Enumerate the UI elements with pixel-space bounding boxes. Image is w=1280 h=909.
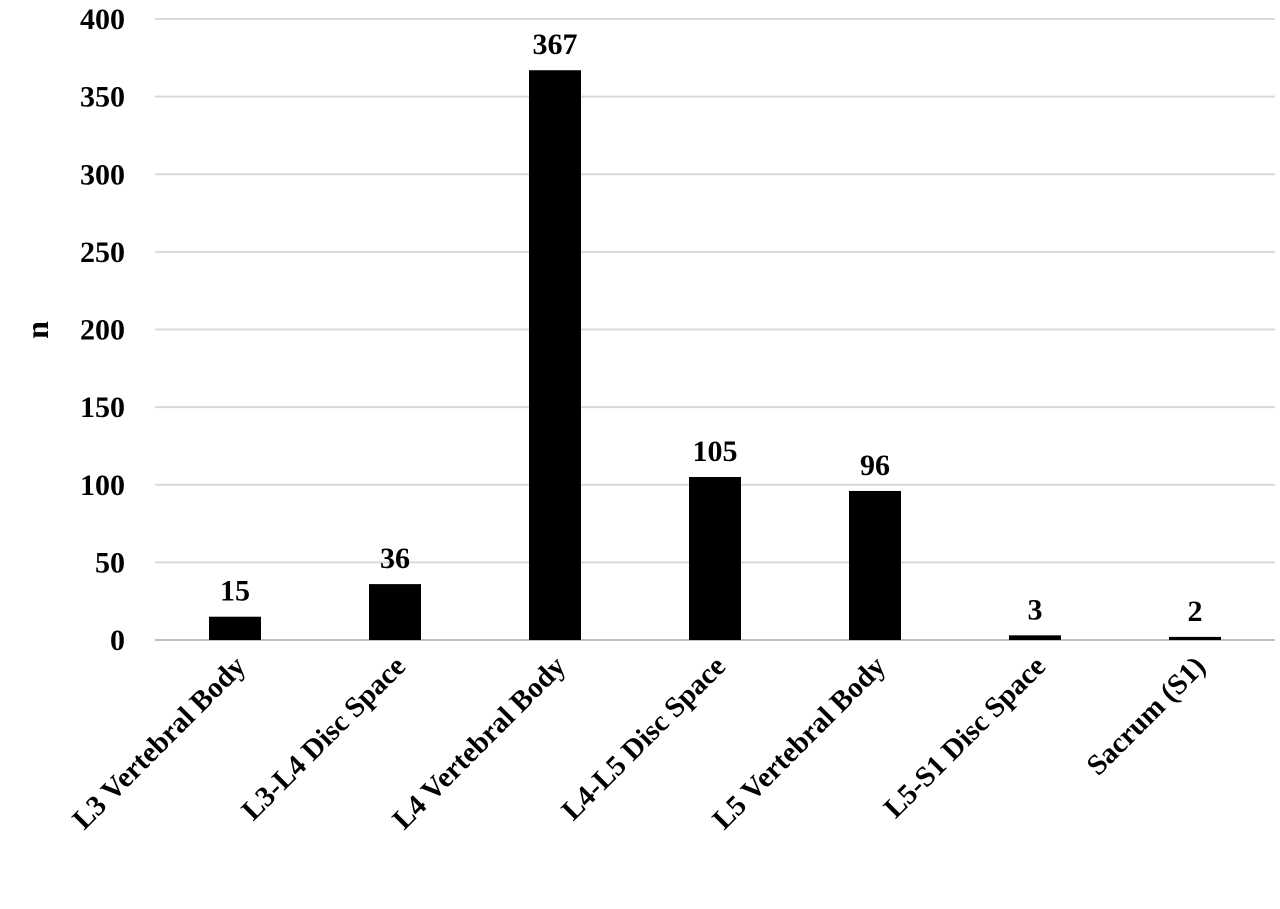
category-label: L3-L4 Disc Space: [236, 650, 413, 827]
bar: [369, 584, 421, 640]
bar: [1169, 636, 1221, 640]
category-label: L4 Vertebral Body: [386, 650, 572, 836]
data-label: 367: [533, 28, 578, 61]
data-label: 36: [380, 542, 410, 575]
y-tick-label: 300: [80, 158, 125, 191]
y-tick-label: 100: [80, 469, 125, 502]
bar: [849, 490, 901, 640]
y-tick-label: 200: [80, 314, 125, 347]
bar: [689, 476, 741, 640]
y-tick-label: 150: [80, 391, 125, 424]
data-label: 2: [1188, 595, 1203, 628]
y-tick-label: 50: [95, 546, 125, 579]
data-label: 15: [220, 575, 250, 608]
data-labels: 15 36 367 105 96 3 2: [220, 28, 1203, 628]
category-label: L4-L5 Disc Space: [556, 650, 733, 827]
category-label: Sacrum (S1): [1081, 650, 1212, 781]
category-label: L3 Vertebral Body: [66, 650, 252, 836]
bar: [209, 616, 261, 640]
bar: [1009, 635, 1061, 640]
y-tick-label: 0: [110, 624, 125, 657]
y-tick-label: 250: [80, 236, 125, 269]
y-axis-label: n: [19, 321, 55, 339]
data-label: 105: [693, 435, 738, 468]
bar: [529, 70, 581, 641]
category-label: L5 Vertebral Body: [706, 650, 892, 836]
y-tick-label: 350: [80, 81, 125, 114]
data-label: 3: [1028, 593, 1043, 626]
category-label: L5-S1 Disc Space: [878, 650, 1052, 824]
y-tick-label: 400: [80, 3, 125, 36]
data-label: 96: [860, 449, 890, 482]
bars: [209, 70, 1221, 641]
gridlines: [155, 18, 1275, 641]
y-axis-ticks: 0 50 100 150 200 250 300 350 400: [80, 3, 125, 657]
